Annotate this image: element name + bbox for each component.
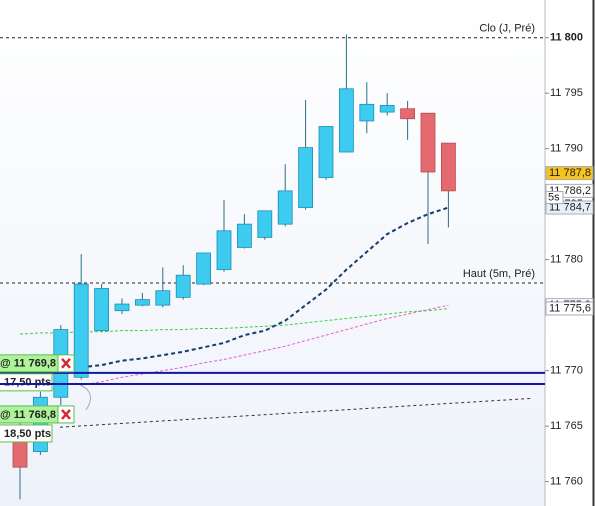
price-tag-label: 11 784,7 bbox=[549, 201, 591, 213]
candle-body bbox=[359, 103, 375, 122]
cancel-icon bbox=[61, 358, 71, 369]
price-tag-label: 11 775,6 bbox=[549, 302, 591, 314]
candle-body bbox=[400, 108, 416, 120]
candle-body bbox=[420, 112, 436, 173]
candle-body bbox=[338, 88, 354, 153]
order-label: @ 11 769,8 bbox=[0, 358, 56, 370]
level-label: Haut (5m, Pré) bbox=[463, 268, 535, 280]
indicator-line bbox=[81, 304, 449, 386]
distance-label: 17,50 pts bbox=[4, 377, 51, 389]
candle-body bbox=[236, 223, 252, 248]
candle-body bbox=[277, 190, 293, 225]
candle-body bbox=[298, 147, 314, 208]
indicator-line bbox=[19, 307, 449, 335]
indicator-line bbox=[81, 206, 449, 369]
candle-body bbox=[73, 283, 89, 378]
distance-box bbox=[0, 424, 53, 443]
candle-body bbox=[318, 126, 334, 178]
price-tag bbox=[545, 166, 594, 181]
distance-label: 18,50 pts bbox=[4, 428, 51, 440]
price-tag bbox=[545, 301, 594, 316]
cancel-icon bbox=[61, 409, 71, 420]
level-label: Clo (J, Pré) bbox=[479, 23, 535, 35]
interval-box bbox=[545, 191, 564, 205]
candle-body bbox=[175, 274, 191, 298]
candle-body bbox=[114, 303, 130, 312]
y-tick-label: 11 800 bbox=[550, 32, 583, 44]
y-tick-label: 11 790 bbox=[550, 143, 583, 155]
price-tag-label: 11 787,8 bbox=[549, 167, 591, 179]
candle-body bbox=[216, 230, 232, 271]
y-tick-label: 11 765 bbox=[550, 420, 583, 432]
price-tag bbox=[545, 200, 594, 215]
candle-body bbox=[379, 105, 395, 113]
y-tick-label: 11 760 bbox=[550, 475, 583, 487]
candle-body bbox=[196, 252, 212, 285]
y-tick-label: 11 780 bbox=[550, 254, 583, 266]
candle-body bbox=[257, 210, 273, 238]
y-tick-label: 11 770 bbox=[550, 365, 583, 377]
plot-background bbox=[0, 0, 545, 506]
trend-line bbox=[59, 397, 533, 428]
y-tick-label: 11 795 bbox=[550, 87, 583, 99]
candle-body bbox=[134, 299, 150, 306]
order-label: @ 11 768,8 bbox=[0, 409, 56, 421]
interval-label: 5s bbox=[548, 191, 560, 203]
connector bbox=[77, 383, 91, 411]
axis-background bbox=[545, 0, 593, 506]
distance-box bbox=[0, 373, 53, 392]
candle-body bbox=[94, 288, 109, 332]
candle-body bbox=[440, 142, 456, 192]
candle-body bbox=[155, 290, 171, 306]
